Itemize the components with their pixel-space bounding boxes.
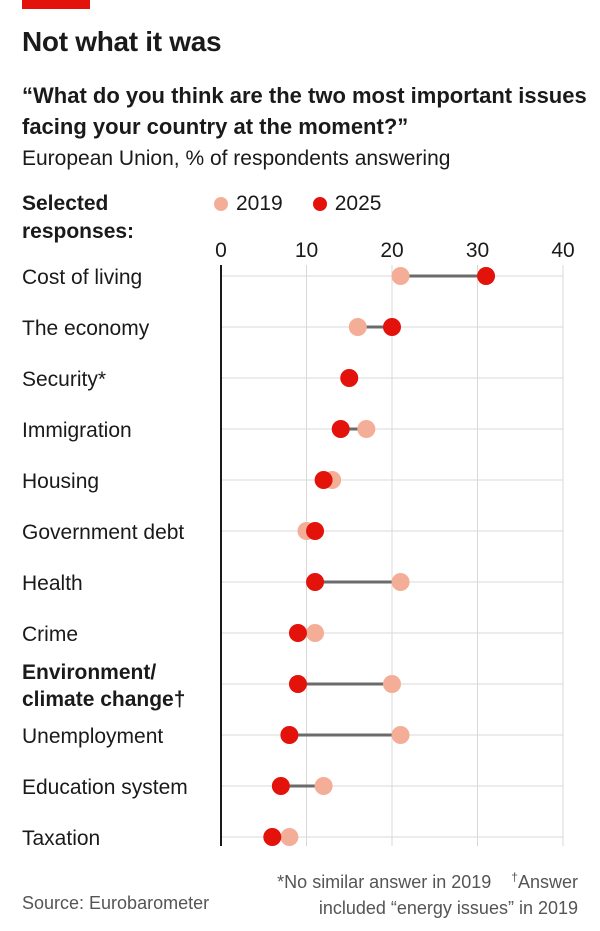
footnote-dagger: † bbox=[511, 870, 518, 884]
point-2019 bbox=[391, 267, 410, 285]
point-2025 bbox=[331, 420, 350, 438]
point-2019 bbox=[391, 573, 410, 591]
chart-subtitle: “What do you think are the two most impo… bbox=[22, 83, 587, 139]
point-2019 bbox=[383, 675, 401, 693]
point-2025 bbox=[288, 624, 307, 642]
point-2025 bbox=[314, 471, 333, 489]
legend-dot-2025 bbox=[312, 197, 327, 211]
category-label: Government debt bbox=[22, 521, 184, 544]
brand-accent-bar bbox=[22, 0, 90, 9]
point-2025 bbox=[280, 726, 299, 744]
chart-units: European Union, % of respondents answeri… bbox=[22, 147, 451, 170]
legend-label-2019: 2019 bbox=[236, 192, 283, 215]
category-label: The economy bbox=[22, 317, 150, 340]
x-tick-label: 30 bbox=[466, 239, 489, 262]
point-2019 bbox=[280, 828, 299, 846]
footnote-answer: Answer bbox=[517, 872, 578, 892]
category-label: Health bbox=[22, 572, 83, 595]
category-label: Environment/ bbox=[22, 661, 156, 684]
footnote: *No similar answer in 2019 †Answer inclu… bbox=[277, 864, 578, 921]
point-2019 bbox=[306, 624, 325, 642]
category-label: Immigration bbox=[22, 419, 132, 442]
legend-label-2025: 2025 bbox=[334, 192, 382, 215]
category-label-line2: climate change† bbox=[22, 688, 185, 711]
footnote-security: *No similar answer in 2019 bbox=[277, 872, 492, 892]
category-label: Unemployment bbox=[22, 725, 163, 748]
point-2025 bbox=[271, 777, 290, 795]
footnote-energy: included “energy issues” in 2019 bbox=[318, 898, 578, 918]
category-label: Crime bbox=[22, 623, 78, 646]
point-2025 bbox=[340, 369, 359, 387]
selected-responses-label: Selected responses: bbox=[22, 192, 135, 243]
point-2025 bbox=[383, 318, 401, 336]
legend-item-2019: 2019 bbox=[214, 190, 283, 218]
category-label: Taxation bbox=[22, 827, 100, 850]
category-label: Housing bbox=[22, 470, 99, 493]
legend: 2019 2025 bbox=[214, 190, 411, 218]
point-2025 bbox=[288, 675, 307, 693]
point-2019 bbox=[348, 318, 367, 336]
point-2019 bbox=[391, 726, 410, 744]
point-2025 bbox=[306, 522, 325, 540]
footnote-row-1: *No similar answer in 2019 †Answer bbox=[277, 864, 578, 895]
legend-item-2025: 2025 bbox=[312, 190, 382, 218]
point-2019 bbox=[357, 420, 376, 438]
source-note: Source: Eurobarometer bbox=[22, 893, 210, 913]
category-label: Cost of living bbox=[22, 266, 142, 289]
point-2025 bbox=[306, 573, 325, 591]
x-tick-label: 20 bbox=[380, 239, 403, 262]
point-2025 bbox=[263, 828, 282, 846]
x-tick-label: 0 bbox=[215, 239, 227, 262]
x-tick-label: 10 bbox=[295, 239, 318, 262]
category-label: Security* bbox=[22, 368, 106, 391]
legend-dot-2019 bbox=[214, 197, 228, 211]
category-label: Education system bbox=[22, 776, 188, 799]
chart-title: Not what it was bbox=[22, 26, 222, 57]
x-tick-label: 40 bbox=[551, 239, 574, 262]
point-2019 bbox=[314, 777, 333, 795]
point-2025 bbox=[477, 267, 496, 285]
